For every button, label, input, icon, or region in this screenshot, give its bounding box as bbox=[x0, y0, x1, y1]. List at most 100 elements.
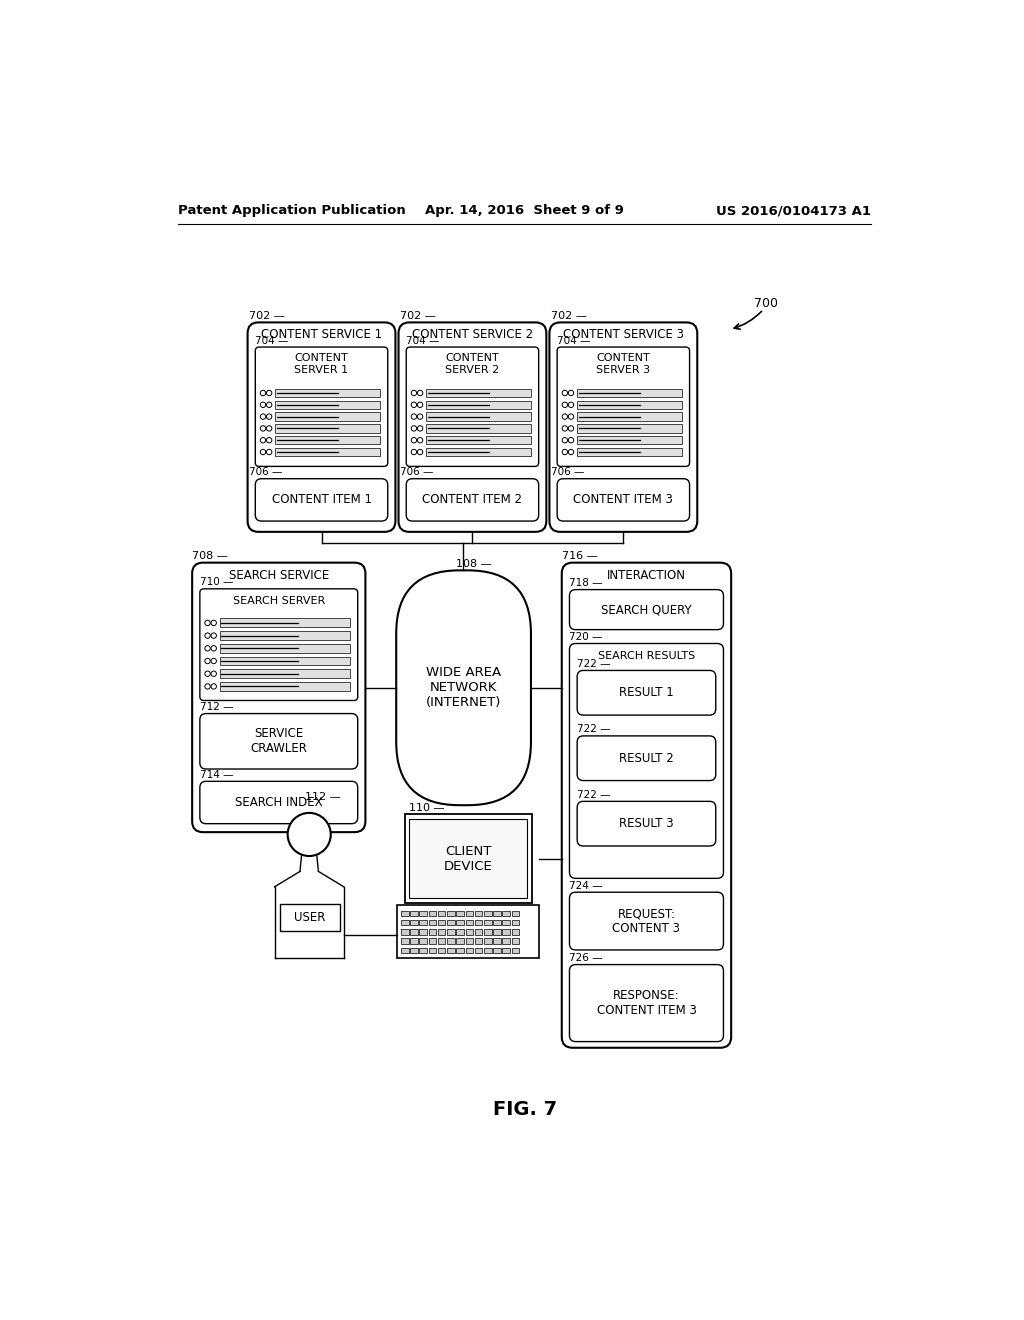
Bar bbox=[220, 656, 350, 665]
Text: 702 —: 702 — bbox=[249, 312, 285, 321]
Bar bbox=[410, 920, 418, 925]
Bar bbox=[466, 929, 473, 935]
Text: CONTENT ITEM 2: CONTENT ITEM 2 bbox=[423, 494, 522, 507]
Bar bbox=[280, 904, 340, 931]
FancyBboxPatch shape bbox=[557, 479, 689, 521]
Bar bbox=[447, 911, 455, 916]
Bar bbox=[429, 911, 436, 916]
Bar bbox=[494, 948, 501, 953]
Text: SERVICE
CRAWLER: SERVICE CRAWLER bbox=[250, 727, 307, 755]
Circle shape bbox=[568, 391, 573, 396]
FancyBboxPatch shape bbox=[557, 347, 689, 466]
Bar bbox=[438, 911, 445, 916]
Text: 110 —: 110 — bbox=[409, 803, 444, 813]
Bar bbox=[447, 939, 455, 944]
Bar bbox=[494, 929, 501, 935]
Text: 722 —: 722 — bbox=[578, 659, 610, 669]
Bar bbox=[475, 929, 482, 935]
Bar bbox=[494, 939, 501, 944]
Text: WIDE AREA
NETWORK
(INTERNET): WIDE AREA NETWORK (INTERNET) bbox=[426, 667, 502, 709]
Circle shape bbox=[562, 426, 567, 432]
Circle shape bbox=[288, 813, 331, 857]
Bar bbox=[475, 939, 482, 944]
Bar bbox=[503, 948, 510, 953]
FancyBboxPatch shape bbox=[193, 562, 366, 832]
Bar bbox=[578, 424, 682, 433]
Text: REQUEST:
CONTENT 3: REQUEST: CONTENT 3 bbox=[612, 907, 681, 935]
Circle shape bbox=[562, 449, 567, 454]
Circle shape bbox=[211, 632, 216, 639]
Bar bbox=[419, 939, 427, 944]
Bar bbox=[275, 401, 380, 409]
Bar bbox=[494, 911, 501, 916]
Bar bbox=[426, 389, 531, 397]
Bar bbox=[512, 929, 519, 935]
Text: 112 —: 112 — bbox=[305, 792, 341, 803]
Text: 722 —: 722 — bbox=[578, 725, 610, 734]
Bar bbox=[275, 436, 380, 445]
Bar bbox=[512, 920, 519, 925]
Text: SEARCH QUERY: SEARCH QUERY bbox=[601, 603, 692, 616]
Bar bbox=[220, 644, 350, 653]
Circle shape bbox=[562, 403, 567, 408]
Bar bbox=[426, 424, 531, 433]
Bar bbox=[447, 948, 455, 953]
Text: 720 —: 720 — bbox=[569, 632, 603, 642]
Text: RESULT 1: RESULT 1 bbox=[620, 686, 674, 700]
Bar bbox=[410, 939, 418, 944]
Bar bbox=[457, 948, 464, 953]
Text: CONTENT SERVICE 1: CONTENT SERVICE 1 bbox=[261, 329, 382, 342]
Bar bbox=[419, 911, 427, 916]
Circle shape bbox=[418, 449, 423, 454]
Circle shape bbox=[205, 684, 210, 689]
Bar bbox=[503, 929, 510, 935]
Text: RESULT 2: RESULT 2 bbox=[620, 751, 674, 764]
FancyBboxPatch shape bbox=[562, 562, 731, 1048]
Text: US 2016/0104173 A1: US 2016/0104173 A1 bbox=[717, 205, 871, 218]
Text: 714 —: 714 — bbox=[200, 770, 233, 780]
Text: 706 —: 706 — bbox=[551, 467, 585, 478]
FancyBboxPatch shape bbox=[200, 589, 357, 701]
Bar bbox=[426, 436, 531, 445]
Bar bbox=[475, 948, 482, 953]
Circle shape bbox=[211, 671, 216, 676]
Circle shape bbox=[205, 645, 210, 651]
Text: INTERACTION: INTERACTION bbox=[607, 569, 686, 582]
Circle shape bbox=[562, 414, 567, 420]
Circle shape bbox=[266, 426, 271, 432]
Bar bbox=[419, 920, 427, 925]
Text: Patent Application Publication: Patent Application Publication bbox=[178, 205, 407, 218]
Bar bbox=[447, 920, 455, 925]
Bar bbox=[457, 929, 464, 935]
Bar bbox=[438, 948, 445, 953]
Text: 706 —: 706 — bbox=[249, 467, 283, 478]
Circle shape bbox=[211, 684, 216, 689]
Bar bbox=[429, 920, 436, 925]
Text: 108 —: 108 — bbox=[456, 558, 492, 569]
Bar bbox=[484, 911, 492, 916]
Bar bbox=[438, 939, 445, 944]
Text: 722 —: 722 — bbox=[578, 789, 610, 800]
Circle shape bbox=[418, 391, 423, 396]
Text: Apr. 14, 2016  Sheet 9 of 9: Apr. 14, 2016 Sheet 9 of 9 bbox=[425, 205, 625, 218]
FancyBboxPatch shape bbox=[255, 479, 388, 521]
Text: 704 —: 704 — bbox=[407, 335, 439, 346]
Bar bbox=[426, 412, 531, 421]
Bar bbox=[484, 920, 492, 925]
Bar bbox=[220, 619, 350, 627]
Circle shape bbox=[260, 449, 265, 454]
Bar bbox=[438, 929, 445, 935]
FancyBboxPatch shape bbox=[200, 781, 357, 824]
Bar bbox=[484, 948, 492, 953]
Bar bbox=[484, 939, 492, 944]
Bar bbox=[400, 911, 409, 916]
Circle shape bbox=[412, 414, 417, 420]
Bar bbox=[419, 948, 427, 953]
Circle shape bbox=[418, 414, 423, 420]
Circle shape bbox=[412, 437, 417, 444]
Circle shape bbox=[205, 659, 210, 664]
Bar bbox=[426, 447, 531, 457]
Bar bbox=[512, 948, 519, 953]
Text: 704 —: 704 — bbox=[255, 335, 289, 346]
Bar bbox=[426, 401, 531, 409]
